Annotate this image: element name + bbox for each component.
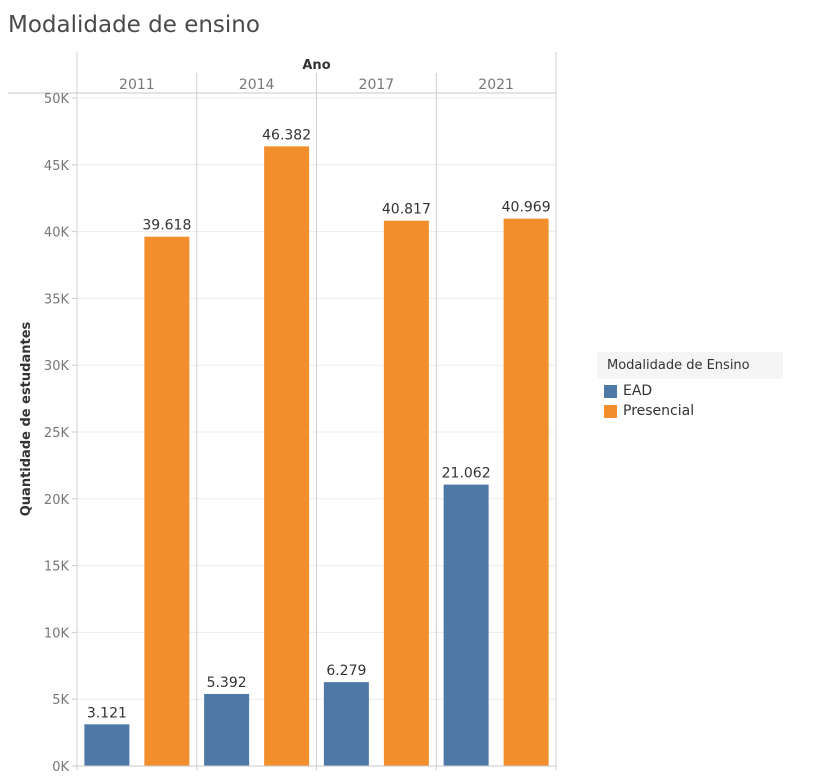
- column-header-label: 2014: [239, 77, 275, 93]
- y-tick-label: 30K: [44, 359, 70, 374]
- y-tick-label: 35K: [44, 292, 70, 307]
- legend: Modalidade de Ensino EAD Presencial: [597, 352, 783, 419]
- legend-title: Modalidade de Ensino: [597, 352, 783, 379]
- y-tick-label: 20K: [44, 493, 70, 508]
- data-label: 39.618: [142, 218, 191, 234]
- y-tick-label: 50K: [44, 92, 70, 107]
- column-header-label: 2021: [478, 77, 514, 93]
- data-label: 3.121: [87, 705, 127, 721]
- y-tick-label: 45K: [44, 159, 70, 174]
- y-tick-label: 10K: [44, 626, 70, 641]
- data-label: 6.279: [326, 663, 366, 679]
- legend-label-presencial: Presencial: [623, 403, 695, 419]
- column-header-label: 2011: [119, 77, 155, 93]
- chart-title: Modalidade de ensino: [8, 12, 260, 38]
- legend-label-ead: EAD: [623, 383, 653, 399]
- column-header-title: Ano: [302, 58, 330, 73]
- data-label: 40.969: [502, 200, 551, 216]
- bar-presencial-2014: [264, 146, 310, 766]
- data-label: 21.062: [442, 466, 491, 482]
- y-axis-title: Quantidade de estudantes: [19, 321, 34, 516]
- bar-ead-2017: [323, 682, 369, 766]
- data-label: 5.392: [207, 675, 247, 691]
- legend-swatch-presencial: [604, 404, 617, 418]
- y-tick-label: 40K: [44, 226, 70, 241]
- bar-ead-2014: [204, 693, 250, 766]
- bar-presencial-2021: [503, 218, 549, 766]
- bar-presencial-2017: [383, 220, 429, 766]
- column-header-label: 2017: [359, 77, 395, 93]
- bar-ead-2021: [443, 484, 489, 766]
- y-tick-label: 25K: [44, 426, 70, 441]
- legend-item-ead[interactable]: EAD: [604, 383, 783, 399]
- legend-item-presencial[interactable]: Presencial: [604, 403, 783, 419]
- y-tick-label: 5K: [52, 693, 69, 708]
- y-tick-label: 0K: [52, 760, 69, 775]
- y-tick-label: 15K: [44, 560, 70, 575]
- bar-presencial-2011: [144, 236, 190, 767]
- data-label: 40.817: [382, 202, 431, 218]
- data-label: 46.382: [262, 127, 311, 143]
- legend-swatch-ead: [604, 384, 617, 398]
- bar-ead-2011: [84, 724, 130, 766]
